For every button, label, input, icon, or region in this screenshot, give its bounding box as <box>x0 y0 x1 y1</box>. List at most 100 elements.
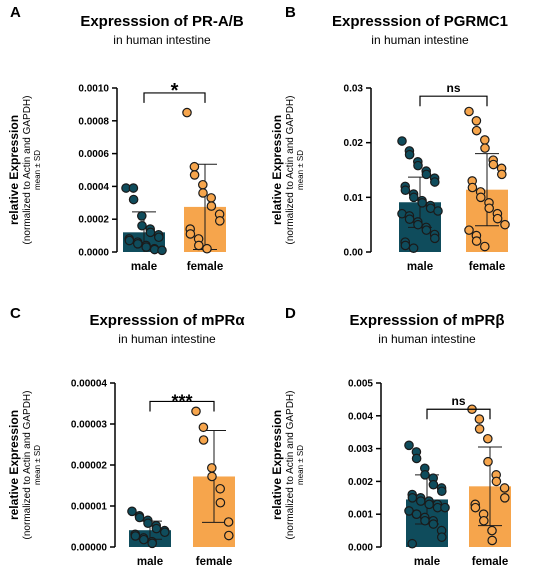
data-point-male <box>413 219 423 230</box>
data-point-male <box>139 534 149 545</box>
y-axis-sublabel: (normalized to Actin and GAPDH) <box>22 391 33 540</box>
data-point-male <box>134 512 145 523</box>
data-point-male <box>408 192 419 203</box>
y-axis-stat-label: mean ± SD <box>33 150 42 190</box>
data-point-female <box>198 435 209 445</box>
y-axis-label: relative Expression <box>270 115 284 225</box>
data-point-male <box>436 532 447 542</box>
chart-subtitle: in human intestine <box>378 332 476 346</box>
data-point-female <box>189 170 200 180</box>
data-point-male <box>413 160 423 171</box>
data-point-female <box>478 515 489 526</box>
data-point-female <box>182 107 192 118</box>
data-point-male <box>411 453 422 464</box>
y-axis-title: relative Expression (normalized to Actin … <box>270 391 305 540</box>
x-tick-label-male: male <box>414 556 440 568</box>
y-tick-label: 0.0010 <box>78 84 109 95</box>
data-point-female <box>492 213 503 224</box>
y-tick-label: 0.00 <box>344 248 364 259</box>
y-axis-stat-label: mean ± SD <box>296 445 305 485</box>
panel-letter: D <box>285 305 296 322</box>
y-tick-label: 0.01 <box>344 193 364 204</box>
data-point-female <box>471 236 482 246</box>
data-point-female <box>207 471 217 482</box>
y-axis-title: relative Expression (normalized to Actin … <box>7 96 42 245</box>
chart-title: Expresssion of PR-A/B <box>80 13 244 30</box>
data-point-male <box>154 232 164 243</box>
y-tick-label: 0.004 <box>348 411 373 422</box>
data-point-female <box>467 182 478 193</box>
chart-subtitle: in human intestine <box>371 33 469 47</box>
y-tick-label: 0.03 <box>344 84 364 95</box>
data-point-male <box>145 227 156 238</box>
y-axis-sublabel: (normalized to Actin and GAPDH) <box>285 391 296 540</box>
chart-title: Expresssion of mPRβ <box>349 312 504 329</box>
data-point-female <box>224 530 234 541</box>
significance-bracket <box>419 95 488 107</box>
significance-label: ns <box>451 394 465 408</box>
data-point-male <box>420 470 430 480</box>
significance-label: *** <box>171 391 192 411</box>
data-point-female <box>488 159 499 170</box>
x-tick-label-male: male <box>407 261 433 273</box>
data-point-female <box>206 201 217 211</box>
y-tick-label: 0.0008 <box>78 116 109 127</box>
data-point-male <box>421 169 432 180</box>
y-axis-title: relative Expression (normalized to Actin … <box>7 391 42 540</box>
data-point-female <box>206 193 216 203</box>
y-axis-sublabel: (normalized to Actin and GAPDH) <box>22 96 33 245</box>
data-point-female <box>198 188 208 198</box>
significance-label: ns <box>446 81 460 95</box>
data-point-female <box>487 535 497 546</box>
data-point-female <box>491 476 502 487</box>
x-tick-label-female: female <box>196 556 232 568</box>
y-tick-label: 0.0000 <box>78 248 109 259</box>
panel-letter: A <box>10 4 21 21</box>
data-point-male <box>404 440 414 451</box>
data-point-female <box>475 192 486 203</box>
data-point-male <box>127 506 137 517</box>
data-point-male <box>407 492 418 503</box>
significance-label: * <box>171 80 179 102</box>
data-point-male <box>137 211 147 221</box>
panel-a: A Expresssion of PR-A/B in human intestine… <box>7 4 244 273</box>
y-tick-label: 0.003 <box>348 444 373 455</box>
chart-subtitle: in human intestine <box>118 332 216 346</box>
data-point-male <box>415 496 426 506</box>
y-axis-label: relative Expression <box>7 410 21 520</box>
data-point-female <box>191 406 201 417</box>
data-point-male <box>137 220 147 231</box>
data-point-female <box>185 229 196 239</box>
data-point-female <box>202 243 212 254</box>
significance-bracket <box>149 400 215 412</box>
data-point-male <box>417 198 427 208</box>
data-point-male <box>428 479 439 490</box>
data-point-male <box>400 185 411 196</box>
data-point-female <box>480 143 490 153</box>
data-point-female <box>487 525 497 536</box>
data-point-male <box>143 518 153 529</box>
y-axis-stat-label: mean ± SD <box>33 445 42 485</box>
y-tick-label: 0.02 <box>344 138 364 149</box>
y-tick-label: 0.0002 <box>78 215 109 226</box>
data-point-male <box>147 538 157 549</box>
data-point-female <box>496 169 507 180</box>
y-tick-label: 0.00001 <box>71 502 108 513</box>
data-point-female <box>499 492 510 503</box>
y-tick-label: 0.00003 <box>71 420 108 431</box>
data-point-female <box>484 203 494 214</box>
y-tick-label: 0.0006 <box>78 149 109 160</box>
data-point-male <box>433 206 443 216</box>
data-point-female <box>223 517 234 527</box>
chart-title: Expresssion of mPRα <box>89 312 245 329</box>
data-point-female <box>471 116 482 126</box>
data-point-female <box>189 161 200 172</box>
chart-title: Expresssion of PGRMC1 <box>332 13 508 30</box>
y-axis-label: relative Expression <box>7 115 21 225</box>
significance-bracket <box>426 408 491 420</box>
data-point-male <box>411 509 422 519</box>
data-point-female <box>215 216 225 226</box>
data-point-male <box>408 243 419 253</box>
data-point-female <box>471 125 482 136</box>
